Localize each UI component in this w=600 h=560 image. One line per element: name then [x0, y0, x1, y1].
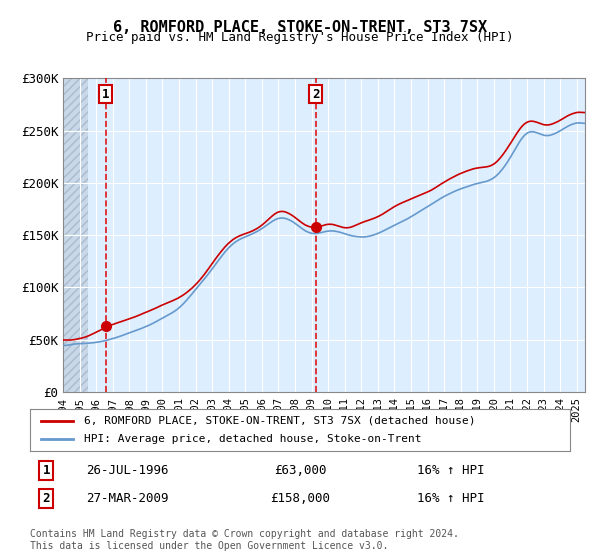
Text: £158,000: £158,000: [270, 492, 330, 505]
Text: 6, ROMFORD PLACE, STOKE-ON-TRENT, ST3 7SX (detached house): 6, ROMFORD PLACE, STOKE-ON-TRENT, ST3 7S…: [84, 416, 476, 426]
Text: HPI: Average price, detached house, Stoke-on-Trent: HPI: Average price, detached house, Stok…: [84, 434, 421, 444]
Text: 27-MAR-2009: 27-MAR-2009: [86, 492, 169, 505]
Text: 16% ↑ HPI: 16% ↑ HPI: [418, 492, 485, 505]
Text: 26-JUL-1996: 26-JUL-1996: [86, 464, 169, 477]
Text: 2: 2: [43, 492, 50, 505]
Text: Price paid vs. HM Land Registry's House Price Index (HPI): Price paid vs. HM Land Registry's House …: [86, 31, 514, 44]
Text: 16% ↑ HPI: 16% ↑ HPI: [418, 464, 485, 477]
Text: £63,000: £63,000: [274, 464, 326, 477]
Text: 1: 1: [43, 464, 50, 477]
Text: 1: 1: [102, 88, 109, 101]
Text: 2: 2: [312, 88, 319, 101]
Text: 6, ROMFORD PLACE, STOKE-ON-TRENT, ST3 7SX: 6, ROMFORD PLACE, STOKE-ON-TRENT, ST3 7S…: [113, 20, 487, 35]
Text: Contains HM Land Registry data © Crown copyright and database right 2024.
This d: Contains HM Land Registry data © Crown c…: [30, 529, 459, 551]
Bar: [63, 78, 88, 392]
